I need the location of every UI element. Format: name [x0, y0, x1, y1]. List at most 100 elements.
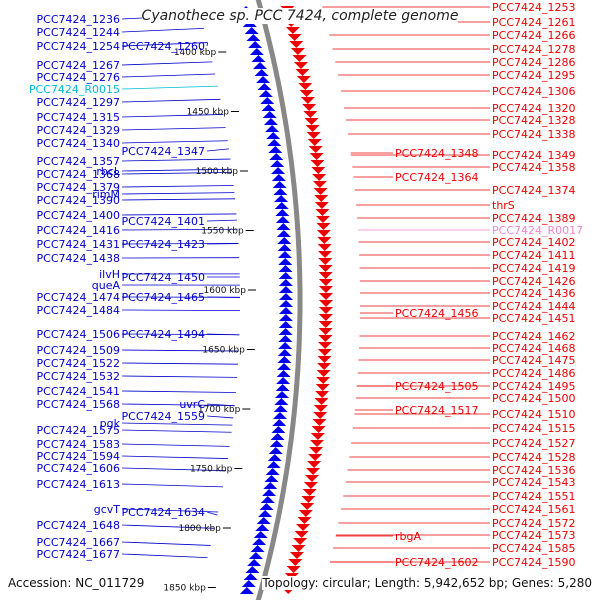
- forward-gene-arrow: [277, 349, 292, 356]
- reverse-gene-arrow: [312, 419, 327, 426]
- forward-gene-arrow: [273, 412, 287, 419]
- reverse-gene-arrow: [313, 405, 328, 412]
- forward-gene-arrow: [272, 419, 287, 426]
- label-connector: [206, 333, 240, 336]
- label-connector: [121, 309, 240, 312]
- gene-label-right: PCC7424_1349: [492, 149, 575, 162]
- reverse-gene-arrow: [315, 391, 330, 398]
- reverse-gene-arrow: [293, 538, 308, 545]
- forward-gene-arrow: [267, 454, 282, 461]
- gene-label-right: PCC7424_1436: [492, 287, 575, 300]
- tick-label: 1550 kbp: [201, 227, 244, 237]
- gene-label-right: PCC7424_1468: [492, 342, 575, 355]
- gene-label-left: PCC7424_1667: [37, 536, 120, 549]
- gene-label-left: PCC7424_1613: [37, 478, 120, 491]
- forward-gene-arrow: [256, 76, 271, 83]
- forward-gene-arrow: [275, 384, 290, 391]
- label-connector: [121, 171, 233, 175]
- reverse-gene-arrow: [305, 475, 320, 482]
- gene-label-right: PCC7424_1515: [492, 422, 575, 435]
- forward-gene-arrow: [277, 244, 292, 251]
- gene-label-left: PCC7424_1390: [37, 194, 120, 207]
- forward-gene-arrow: [277, 237, 292, 244]
- gene-label-right: PCC7424_1320: [492, 102, 575, 115]
- reverse-gene-arrow: [298, 510, 313, 517]
- label-connector: [121, 349, 239, 352]
- forward-gene-arrow: [277, 363, 292, 370]
- gene-label-right: PCC7424_1528: [492, 451, 575, 464]
- label-connector: [206, 42, 209, 47]
- forward-gene-arrow: [257, 83, 272, 90]
- forward-gene-arrow: [260, 97, 275, 104]
- gene-label-right: PCC7424_1573: [492, 529, 575, 542]
- label-connector: [121, 158, 231, 162]
- gene-label-right: PCC7424_1358: [492, 161, 575, 174]
- gene-label-left: PCC7424_1541: [37, 385, 120, 398]
- forward-gene-arrow: [278, 335, 293, 342]
- forward-gene-arrow: [271, 167, 286, 174]
- forward-gene-arrow: [246, 34, 261, 41]
- forward-gene-arrow: [258, 90, 273, 97]
- reverse-gene-arrow: [318, 314, 333, 321]
- tick-label: 1650 kbp: [202, 346, 245, 356]
- forward-gene-arrow: [277, 356, 292, 363]
- label-connector: [121, 198, 236, 201]
- label-connector: [121, 42, 208, 47]
- forward-gene-arrow: [271, 426, 286, 433]
- gene-label-left: PCC7424_1450: [122, 271, 205, 284]
- reverse-gene-arrow: [318, 265, 333, 272]
- gene-label-left: PCC7424_1634: [122, 506, 205, 519]
- reverse-gene-arrow: [310, 433, 325, 440]
- tick-label: 1750 kbp: [190, 465, 233, 475]
- reverse-gene-arrow: [318, 258, 333, 265]
- forward-gene-arrow: [253, 531, 268, 538]
- gene-label-left: PCC7424_1267: [37, 59, 120, 72]
- reverse-gene-arrow: [293, 62, 308, 69]
- reverse-gene-arrow: [302, 489, 317, 496]
- gene-label-left: PCC7424_1297: [37, 96, 120, 109]
- gene-label-right: PCC7424_1348: [395, 147, 478, 160]
- forward-gene-arrow: [273, 405, 288, 412]
- tick-label: 1600 kbp: [204, 286, 247, 296]
- reverse-gene-arrow: [317, 244, 332, 251]
- forward-gene-arrow: [248, 552, 263, 559]
- gene-label-left: PCC7424_1648: [37, 519, 120, 532]
- forward-gene-arrow: [249, 48, 264, 55]
- forward-gene-arrow: [275, 209, 290, 216]
- gene-label-right: PCC7424_1419: [492, 262, 575, 275]
- gene-label-right: PCC7424_1286: [492, 56, 575, 69]
- gene-label-right: PCC7424_1475: [492, 354, 575, 367]
- forward-gene-arrow: [254, 69, 269, 76]
- gene-label-left: PCC7424_1254: [37, 40, 120, 53]
- forward-gene-arrow: [274, 195, 289, 202]
- gene-label-left: PCC7424_1594: [37, 450, 120, 463]
- label-connector: [121, 73, 216, 78]
- tick-label: 1500 kbp: [196, 167, 239, 177]
- forward-gene-arrow: [278, 328, 293, 335]
- gene-label-right: PCC7424_1266: [492, 29, 575, 42]
- label-connector: [121, 403, 235, 407]
- gene-label-right: PCC7424_1517: [395, 404, 478, 417]
- reverse-gene-arrow: [316, 377, 331, 384]
- label-connector: [121, 508, 219, 513]
- reverse-gene-arrow: [318, 307, 333, 314]
- gene-label-right: PCC7424_1389: [492, 212, 575, 225]
- forward-gene-arrow: [262, 489, 277, 496]
- gene-label-right: PCC7424_1495: [492, 380, 575, 393]
- label-connector: [206, 148, 230, 152]
- gene-label-left: PCC7424_1315: [37, 111, 120, 124]
- reverse-gene-arrow: [285, 27, 300, 34]
- forward-gene-arrow: [269, 440, 284, 447]
- gene-label-right: PCC7424_1505: [395, 380, 478, 393]
- forward-gene-arrow: [244, 27, 259, 34]
- backbone: [255, 0, 303, 600]
- gene-label-right: PCC7424_1602: [395, 556, 478, 569]
- forward-gene-arrow: [250, 545, 265, 552]
- gene-label-left: rimM: [92, 188, 120, 201]
- label-connector: [121, 483, 224, 488]
- gene-label-left: PCC7424_1276: [37, 71, 120, 84]
- label-connector: [206, 219, 237, 222]
- reverse-gene-arrow: [318, 279, 333, 286]
- gene-label-left: PCC7424_1438: [37, 252, 120, 265]
